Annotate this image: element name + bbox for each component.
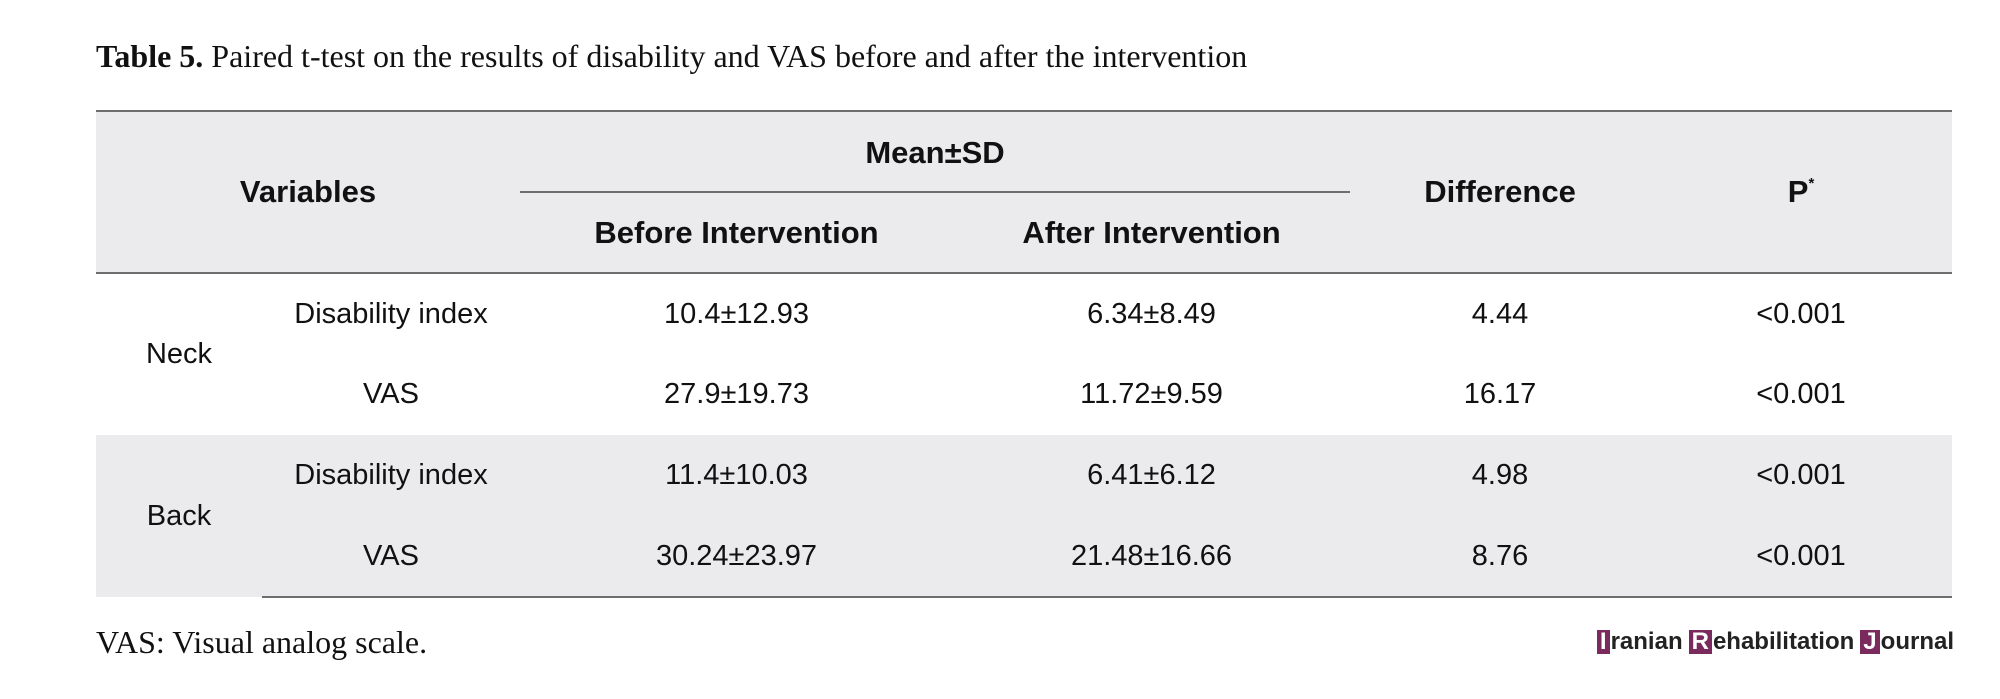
table-row: Back Disability index 11.4±10.03 6.41±6.… — [96, 435, 1953, 597]
variable-cell: Disability index — [262, 435, 520, 516]
p-value-cell: <0.001 — [1650, 516, 1953, 598]
header-after-intervention: After Intervention — [953, 193, 1351, 273]
p-value-cell: <0.001 — [1650, 435, 1953, 516]
after-cell: 11.72±9.59 — [1080, 378, 1223, 410]
table-caption-label: Table 5. — [96, 38, 204, 74]
journal-logo-rest: ehabilitation — [1712, 628, 1855, 655]
p-value-cell: <0.001 — [1756, 297, 1846, 330]
before-cell: 30.24±23.97 — [520, 516, 953, 598]
after-cell: 21.48±16.66 — [953, 516, 1351, 598]
after-cell: 6.34±8.49 — [1087, 297, 1216, 330]
before-cell: 10.4±12.93 — [664, 297, 809, 330]
header-mean-sd: Mean±SD — [520, 111, 1351, 193]
table-row: VAS 30.24±23.97 21.48±16.66 8.76 <0.001 — [96, 516, 1953, 598]
journal-logo-initial: I — [1596, 630, 1610, 654]
region-cell-back: Back — [96, 435, 262, 597]
table-caption-text: Paired t-test on the results of disabili… — [211, 38, 1248, 74]
header-difference: Difference — [1350, 111, 1651, 273]
table-footnote: VAS: Visual analog scale. — [96, 624, 428, 660]
variable-cell: VAS — [363, 378, 419, 410]
variable-cell: VAS — [262, 516, 520, 598]
p-value-cell: <0.001 — [1756, 378, 1846, 410]
difference-cell: 4.44 — [1471, 297, 1529, 330]
before-cell: 27.9±19.73 — [664, 378, 809, 410]
region-cell-neck: Neck — [145, 338, 213, 370]
table-header: Variables Mean±SD Difference P* Before I… — [96, 111, 1953, 273]
before-cell: 11.4±10.03 — [520, 435, 953, 516]
journal-logo-rest: ournal — [1880, 628, 1954, 655]
header-row-2: Before Intervention After Intervention — [96, 193, 1952, 273]
after-cell: 6.41±6.12 — [953, 435, 1351, 516]
header-row-1: Variables Mean±SD Difference P* — [96, 111, 1953, 273]
table-body: Neck Disability index 10.4±12.93 6.34±8.… — [96, 273, 1953, 598]
header-before-intervention: Before Intervention — [520, 193, 953, 273]
header-p: P* — [1650, 111, 1953, 273]
table-row: Neck Disability index 10.4±12.93 6.34±8.… — [96, 273, 1952, 371]
results-table: Variables Mean±SD Difference P* Before I… — [96, 110, 1953, 598]
difference-cell: 16.17 — [1463, 378, 1537, 410]
results-table-container: Variables Mean±SD Difference P* Before I… — [96, 110, 1953, 598]
header-p-superscript: * — [1808, 175, 1815, 192]
journal-logo-rest: ranian — [1610, 628, 1683, 655]
variable-cell: Disability index — [294, 297, 488, 330]
header-variables: Variables — [96, 111, 520, 273]
journal-logo-initial: R — [1688, 630, 1712, 654]
table-row: VAS 27.9±19.73 11.72±9.59 16.17 <0.001 — [96, 354, 1952, 435]
difference-cell: 8.76 — [1350, 516, 1651, 598]
journal-logo-initial: J — [1860, 630, 1880, 654]
header-p-label: P — [1787, 174, 1809, 209]
difference-cell: 4.98 — [1350, 435, 1651, 516]
table-caption: Table 5. Paired t-test on the results of… — [96, 34, 1247, 78]
